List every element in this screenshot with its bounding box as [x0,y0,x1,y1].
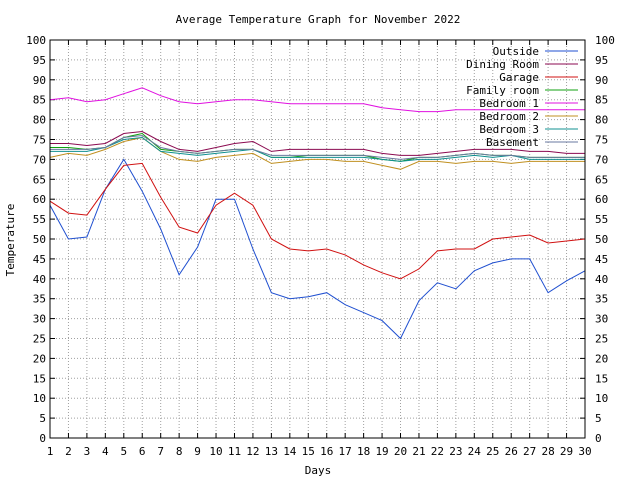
x-tick-label: 2 [65,445,72,458]
y-tick-label-right: 0 [595,432,602,445]
y-tick-label-left: 95 [33,54,46,67]
series-line-bedroom-1 [49,87,585,113]
y-tick-label-left: 70 [33,153,46,166]
y-tick-label-left: 75 [33,134,46,147]
x-tick-label: 19 [375,445,388,458]
x-tick-label: 13 [265,445,278,458]
y-tick-label-left: 10 [33,392,46,405]
y-tick-label-right: 100 [595,34,615,47]
x-axis-ticks: 1 2 3 4 5 6 7 8 9 10 11 12 13 14 15 16 17 18 19 20 21 22 23 24 2… [47,40,592,458]
y-tick-label-left: 60 [33,193,46,206]
x-tick-label: 15 [302,445,315,458]
x-tick-label: 26 [505,445,518,458]
x-tick-label: 17 [339,445,352,458]
y-tick-label-left: 85 [33,94,46,107]
y-tick-label-right: 65 [595,173,608,186]
x-tick-label: 20 [394,445,407,458]
y-tick-label-left: 15 [33,372,46,385]
legend-label-outside: Outside [493,45,539,58]
y-tick-label-right: 95 [595,54,608,67]
x-tick-label: 1 [47,445,54,458]
legend-label-bedroom-3: Bedroom 3 [479,123,539,136]
y-tick-label-right: 45 [595,253,608,266]
y-tick-label-left: 55 [33,213,46,226]
x-tick-label: 8 [176,445,183,458]
x-tick-label: 25 [486,445,499,458]
y-tick-label-left: 35 [33,293,46,306]
chart-title: Average Temperature Graph for November 2… [176,13,461,26]
x-tick-label: 24 [468,445,482,458]
y-tick-label-right: 60 [595,193,608,206]
y-tick-label-left: 0 [39,432,46,445]
y-tick-label-right: 20 [595,352,608,365]
x-tick-label: 6 [139,445,146,458]
x-tick-label: 21 [412,445,425,458]
legend-label-basement: Basement [486,136,539,149]
legend-label-dining-room: Dining Room [466,58,539,71]
y-tick-label-right: 10 [595,392,608,405]
y-tick-label-right: 50 [595,233,608,246]
x-tick-label: 18 [357,445,370,458]
y-tick-label-left: 45 [33,253,46,266]
y-tick-label-right: 5 [595,412,602,425]
series-line-outside [49,158,586,340]
legend-label-bedroom-2: Bedroom 2 [479,110,539,123]
y-tick-label-right: 40 [595,273,608,286]
x-tick-label: 7 [157,445,164,458]
y-tick-label-left: 25 [33,333,46,346]
plot-frame [49,39,586,439]
x-tick-label: 12 [246,445,259,458]
y-tick-label-right: 55 [595,213,608,226]
x-tick-label: 10 [209,445,222,458]
y-tick-label-left: 30 [33,313,46,326]
series-line-garage [49,162,586,280]
y-tick-label-left: 65 [33,173,46,186]
y-tick-label-right: 75 [595,134,608,147]
x-tick-label: 14 [283,445,297,458]
x-tick-label: 29 [560,445,573,458]
x-tick-label: 22 [431,445,444,458]
y-tick-label-left: 20 [33,352,46,365]
y-tick-label-left: 40 [33,273,46,286]
x-tick-label: 5 [120,445,127,458]
x-tick-label: 3 [84,445,91,458]
y-tick-label-right: 80 [595,114,608,127]
y-tick-label-right: 70 [595,153,608,166]
y-tick-label-left: 80 [33,114,46,127]
x-tick-label: 16 [320,445,333,458]
series-line-bedroom-3 [50,136,585,162]
x-tick-label: 28 [541,445,554,458]
y-axis-label: Temperature [4,204,17,277]
x-tick-label: 27 [523,445,536,458]
legend-label-bedroom-1: Bedroom 1 [479,97,539,110]
legend-label-garage: Garage [499,71,539,84]
x-tick-label: 30 [578,445,591,458]
grid-lines [50,40,585,438]
series-line-basement [50,134,585,160]
x-tick-label: 23 [449,445,462,458]
y-tick-label-right: 35 [595,293,608,306]
y-tick-label-left: 90 [33,74,46,87]
y-tick-label-left: 5 [39,412,46,425]
x-tick-label: 4 [102,445,109,458]
y-tick-label-left: 50 [33,233,46,246]
y-tick-label-right: 30 [595,313,608,326]
y-tick-label-right: 25 [595,333,608,346]
y-tick-label-left: 100 [26,34,46,47]
y-tick-label-right: 85 [595,94,608,107]
series-lines [49,87,586,340]
x-tick-label: 9 [194,445,201,458]
y-tick-label-right: 15 [595,372,608,385]
y-tick-label-right: 90 [595,74,608,87]
legend-label-family-room: Family room [466,84,539,97]
x-tick-label: 11 [228,445,241,458]
series-line-dining-room [50,130,585,156]
x-axis-label: Days [305,464,332,477]
